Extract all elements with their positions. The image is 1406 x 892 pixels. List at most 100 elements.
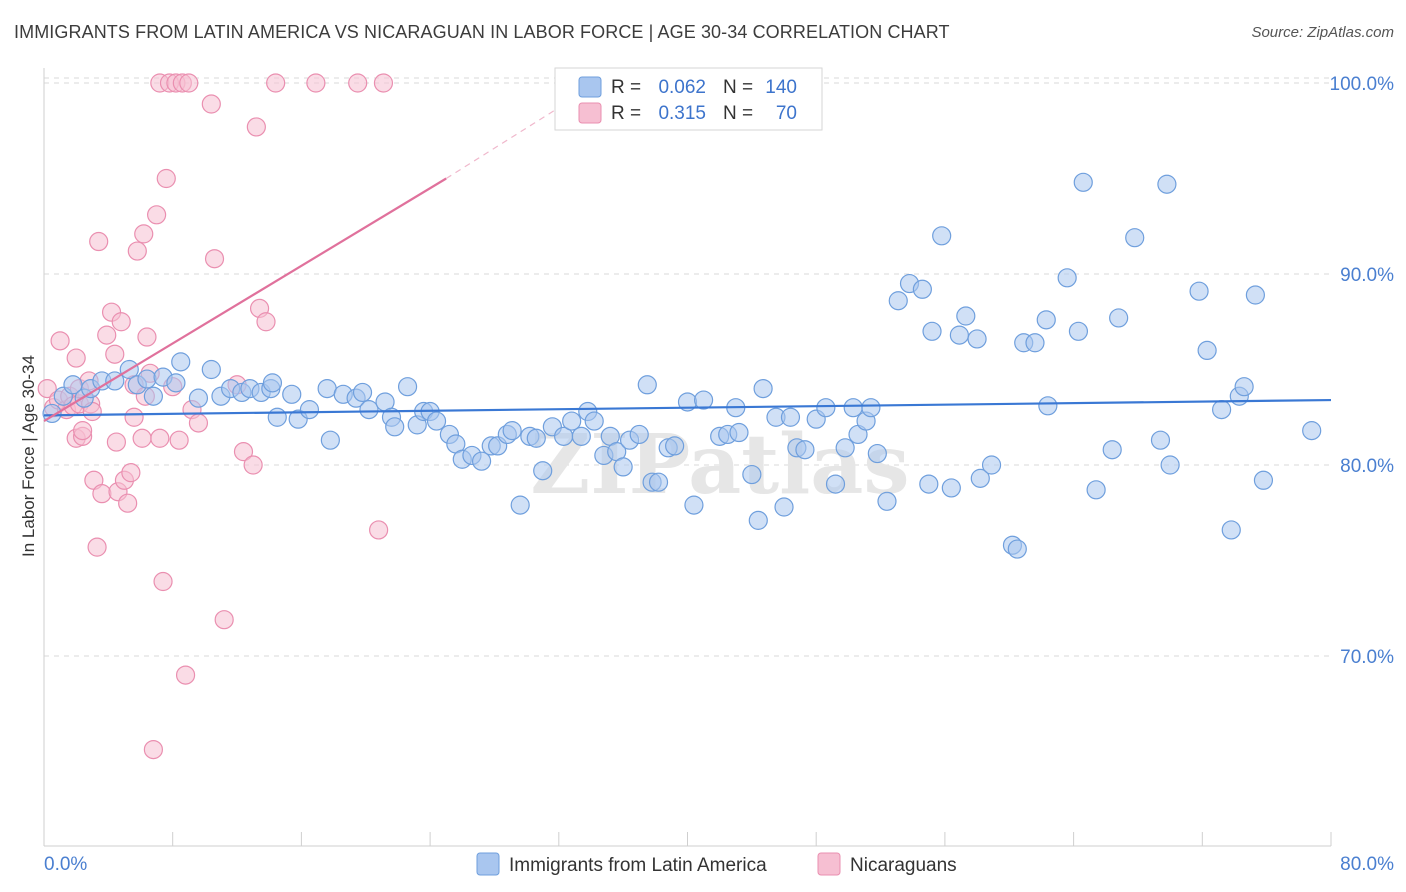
trend-line-latin-america xyxy=(43,398,1332,417)
nicaraguans-point xyxy=(348,73,368,93)
nicaraguans-point xyxy=(243,455,263,475)
latin-america-point xyxy=(956,306,976,326)
nicaraguans-point xyxy=(134,224,154,244)
latin-america-point xyxy=(262,373,283,393)
latin-america-point xyxy=(352,382,373,403)
nicaraguans-point xyxy=(188,413,209,433)
latin-america-point xyxy=(861,398,881,418)
latin-america-point xyxy=(774,497,794,517)
latin-america-point xyxy=(320,430,340,450)
y-tick-label: 70.0% xyxy=(1340,647,1394,668)
chart-title: IMMIGRANTS FROM LATIN AMERICA VS NICARAG… xyxy=(14,22,950,42)
nicaraguans-point xyxy=(156,168,176,189)
nicaraguans-point xyxy=(124,407,144,427)
latin-america-point xyxy=(748,510,768,530)
latin-america-point xyxy=(359,400,379,420)
y-tick-label: 100.0% xyxy=(1330,74,1395,95)
latin-america-point xyxy=(188,388,209,408)
latin-america-point xyxy=(742,464,762,485)
latin-america-point xyxy=(932,226,952,246)
latin-america-point xyxy=(299,400,320,420)
nicaraguans-point xyxy=(214,610,234,630)
latin-america-point xyxy=(201,359,221,380)
nicaraguans-point xyxy=(92,484,112,504)
nicaraguans-point xyxy=(137,327,157,347)
latin-america-point xyxy=(571,426,591,446)
latin-america-point xyxy=(693,390,714,410)
x-axis-ticks xyxy=(43,832,1332,846)
y-axis-label: In Labor Force | Age 30-34 xyxy=(19,355,38,557)
latin-america-point xyxy=(753,379,773,399)
y-axis-tick-labels: 70.0% 80.0% 90.0% 100.0% xyxy=(1330,74,1395,668)
nicaraguans-point xyxy=(306,73,326,93)
latin-america-point xyxy=(1038,396,1058,416)
latin-america-point xyxy=(729,422,749,443)
latin-america-point xyxy=(816,398,836,418)
latin-america-point xyxy=(1197,340,1217,360)
nicaraguans-point xyxy=(246,117,266,137)
nicaraguans-point xyxy=(105,344,125,364)
latin-america-point xyxy=(1102,440,1122,460)
stats-r-label-1: R = xyxy=(611,77,641,98)
latin-america-point xyxy=(426,411,447,431)
latin-america-point xyxy=(1025,333,1045,353)
latin-america-point xyxy=(1157,174,1177,194)
stats-box: R = 0.062 N = 140 R = 0.315 N = 70 xyxy=(554,67,823,131)
latin-america-point xyxy=(385,417,405,437)
latin-america-point xyxy=(1253,470,1274,490)
nicaraguans-point xyxy=(127,241,147,261)
latin-america-point xyxy=(1212,400,1232,420)
latin-america-point xyxy=(835,438,855,458)
latin-america-point xyxy=(282,384,302,404)
nicaraguans-point xyxy=(121,463,141,483)
latin-america-point xyxy=(1234,377,1254,397)
nicaraguans-point xyxy=(106,432,126,452)
latin-america-point xyxy=(471,451,492,471)
stats-n-value-2: 70 xyxy=(776,103,797,124)
latin-america-point xyxy=(919,474,939,494)
latin-america-point xyxy=(1160,455,1180,475)
stats-swatch-pink xyxy=(578,102,602,124)
latin-america-point xyxy=(1007,539,1027,559)
stats-n-label-1: N = xyxy=(723,77,753,98)
latin-america-point xyxy=(1109,308,1129,328)
latin-america-point xyxy=(1073,172,1093,192)
latin-america-point xyxy=(1086,480,1106,500)
latin-america-point xyxy=(1221,520,1241,540)
trend-line-nicaraguans xyxy=(43,177,447,423)
y-tick-label: 90.0% xyxy=(1340,265,1394,286)
latin-america-point xyxy=(1057,268,1077,288)
nicaraguans-point xyxy=(373,73,394,93)
nicaraguans-point xyxy=(37,379,57,399)
stats-r-label-2: R = xyxy=(611,103,641,124)
legend-swatch-blue xyxy=(476,852,500,876)
latin-america-point xyxy=(613,457,633,477)
latin-america-point xyxy=(397,377,418,397)
latin-america-point xyxy=(949,325,969,345)
nicaraguans-point xyxy=(256,312,276,332)
nicaraguans-point xyxy=(169,430,189,450)
latin-america-point xyxy=(843,398,863,418)
latin-america-point xyxy=(1036,310,1056,330)
latin-america-point xyxy=(267,407,287,427)
trend-lines xyxy=(43,92,1332,423)
nicaraguans-point xyxy=(175,665,196,685)
latin-america-point xyxy=(1245,285,1265,305)
gridlines xyxy=(44,77,1331,657)
latin-america-point xyxy=(967,329,987,349)
legend-swatch-pink xyxy=(817,852,841,876)
latin-america-point xyxy=(637,375,657,395)
nicaraguans-point xyxy=(147,205,167,225)
latin-america-point xyxy=(166,373,186,393)
nicaraguans-point xyxy=(179,73,199,93)
nicaraguans-point xyxy=(73,421,93,441)
latin-america-point xyxy=(795,440,815,460)
latin-america-point xyxy=(584,411,604,431)
nicaraguans-point xyxy=(66,348,86,368)
latin-america-point xyxy=(143,386,163,406)
nicaraguans-point xyxy=(50,331,70,351)
latin-america-point xyxy=(1125,228,1145,248)
stats-n-label-2: N = xyxy=(723,103,753,124)
nicaraguans-point xyxy=(201,94,221,114)
latin-america-point xyxy=(877,491,897,511)
